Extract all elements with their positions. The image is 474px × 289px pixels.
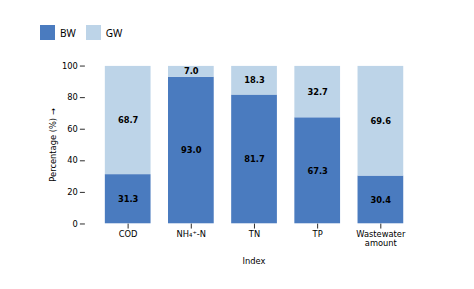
svg-text:Index: Index — [243, 256, 266, 266]
svg-text:20: 20 — [67, 187, 78, 197]
svg-text:93.0: 93.0 — [181, 145, 202, 155]
svg-text:TP: TP — [312, 229, 323, 239]
svg-text:67.3: 67.3 — [307, 165, 328, 175]
svg-text:68.7: 68.7 — [118, 115, 139, 125]
svg-text:31.3: 31.3 — [118, 194, 139, 204]
html-text:GW: GW — [105, 25, 123, 40]
svg-text:60: 60 — [67, 124, 78, 134]
html-text:BW: BW — [60, 25, 76, 40]
svg-text:80: 80 — [67, 92, 78, 102]
svg-text:40: 40 — [67, 155, 78, 165]
svg-text:Percentage (%) →: Percentage (%) → — [48, 108, 58, 181]
svg-text:NH₄⁺-N: NH₄⁺-N — [177, 229, 206, 239]
svg-text:69.6: 69.6 — [371, 116, 392, 126]
svg-text:0: 0 — [73, 219, 78, 229]
svg-text:32.7: 32.7 — [307, 87, 328, 97]
svg-text:81.7: 81.7 — [244, 154, 265, 164]
svg-text:7.0: 7.0 — [184, 66, 199, 76]
svg-text:Wastewateramount: Wastewateramount — [356, 229, 406, 247]
svg-text:TN: TN — [248, 229, 260, 239]
svg-text:30.4: 30.4 — [371, 195, 392, 205]
svg-text:100: 100 — [62, 61, 78, 71]
svg-text:COD: COD — [119, 229, 138, 239]
svg-text:18.3: 18.3 — [244, 75, 265, 85]
